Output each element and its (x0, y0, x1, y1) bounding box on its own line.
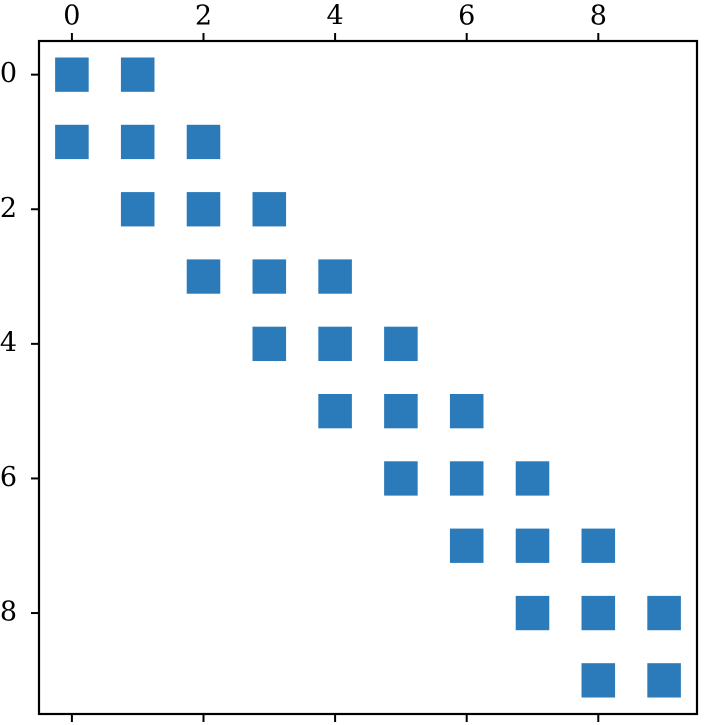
nonzero-cell-r7-c6 (449, 528, 484, 563)
x-tick-label-8: 8 (590, 1, 607, 32)
nonzero-cell-r2-c1 (120, 192, 155, 227)
nonzero-cell-r0-c1 (120, 57, 155, 92)
nonzero-cell-r9-c9 (647, 663, 681, 698)
cell-layer (55, 57, 681, 698)
nonzero-cell-r5-c6 (449, 393, 484, 429)
nonzero-cell-r9-c8 (581, 663, 616, 698)
plot-frame (37, 39, 699, 716)
nonzero-cell-r2-c3 (252, 192, 287, 227)
y-tick-label-6: 6 (0, 462, 17, 493)
nonzero-cell-r8-c7 (515, 595, 550, 631)
y-tick-label-8: 8 (0, 597, 17, 628)
nonzero-cell-r2-c2 (186, 192, 221, 227)
nonzero-cell-r5-c5 (384, 393, 418, 429)
nonzero-cell-r1-c0 (55, 124, 89, 160)
nonzero-cell-r8-c9 (647, 595, 681, 631)
nonzero-cell-r4-c3 (252, 326, 287, 362)
x-tick-label-4: 4 (327, 1, 344, 32)
nonzero-cell-r6-c6 (449, 461, 484, 496)
nonzero-cell-r3-c2 (186, 259, 221, 294)
nonzero-cell-r3-c3 (252, 259, 287, 294)
nonzero-cell-r5-c4 (318, 393, 352, 429)
y-tick-label-2: 2 (0, 193, 17, 224)
nonzero-cell-r7-c8 (581, 528, 616, 563)
nonzero-cell-r6-c5 (384, 461, 418, 496)
nonzero-cell-r7-c7 (515, 528, 550, 563)
tick-layer: 0 2 4 6 8 0 2 4 6 8 (0, 1, 607, 722)
nonzero-cell-r1-c1 (120, 124, 155, 160)
nonzero-cell-r8-c8 (581, 595, 616, 631)
y-tick-label-4: 4 (0, 327, 17, 358)
y-tick-label-0: 0 (0, 58, 17, 89)
x-tick-label-0: 0 (63, 1, 80, 32)
nonzero-cell-r4-c4 (318, 326, 352, 362)
x-tick-label-2: 2 (195, 1, 212, 32)
nonzero-cell-r1-c2 (186, 124, 221, 160)
nonzero-cell-r0-c0 (55, 57, 89, 92)
x-tick-label-6: 6 (458, 1, 475, 32)
nonzero-cell-r4-c5 (384, 326, 418, 362)
nonzero-cell-r6-c7 (515, 461, 550, 496)
nonzero-cell-r3-c4 (318, 259, 352, 294)
